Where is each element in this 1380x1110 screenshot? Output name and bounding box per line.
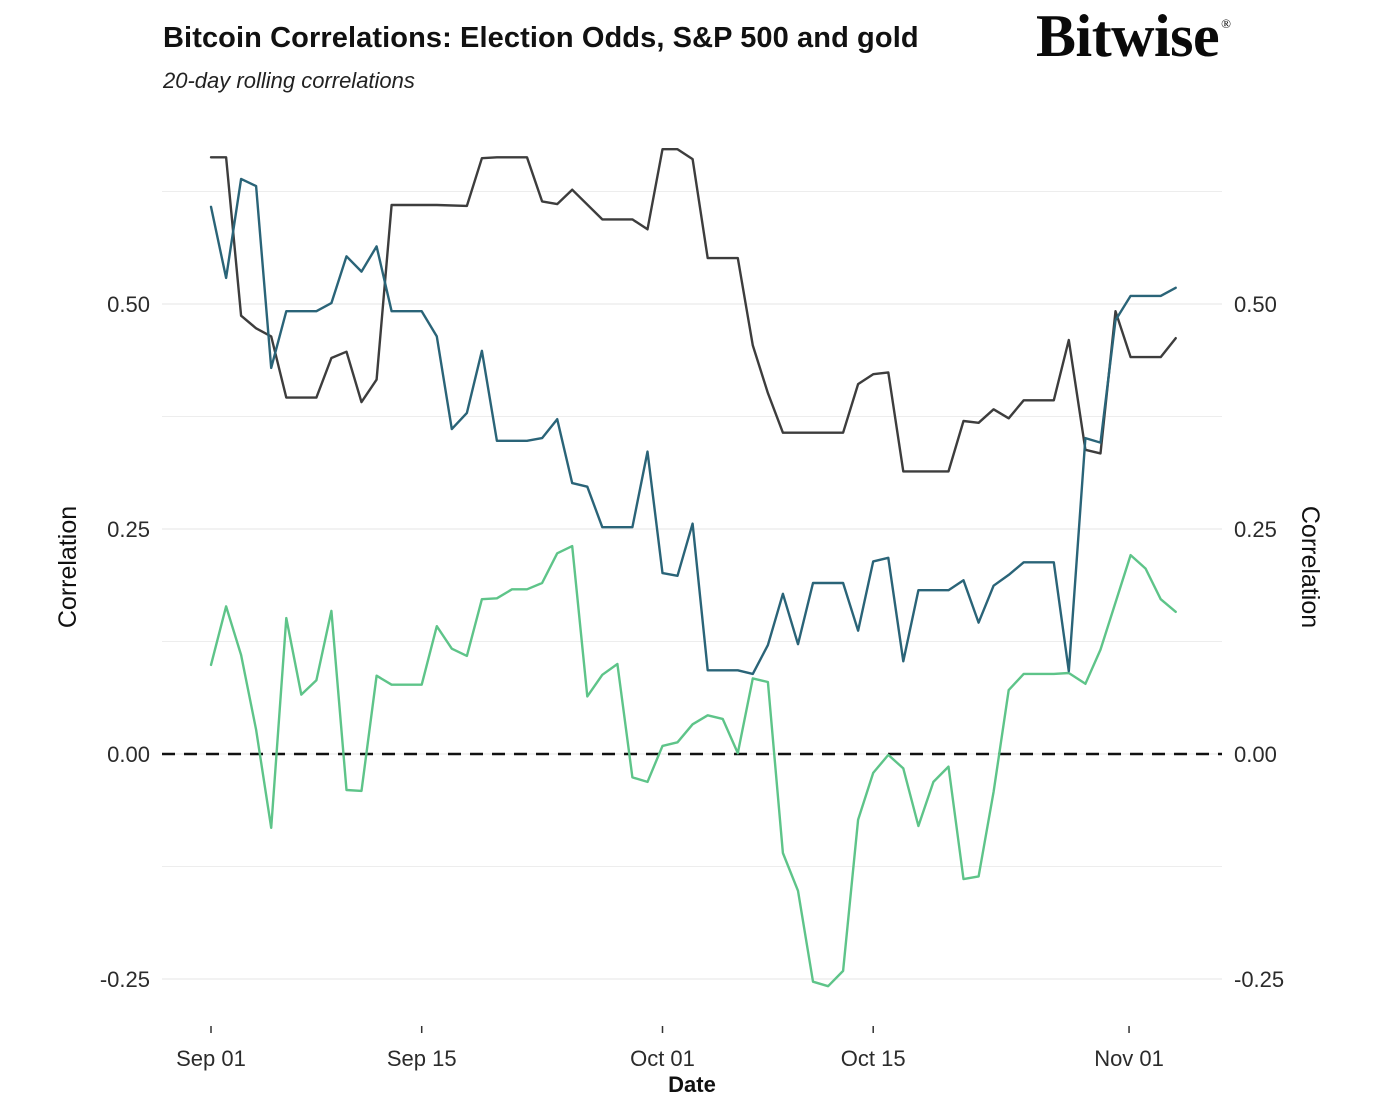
y-tick-label-left: -0.25 [100,967,150,992]
series-line-election-odds [209,147,1177,473]
x-tick-label: Sep 15 [387,1046,457,1071]
y-tick-label-left: 0.00 [107,742,150,767]
x-tick-label: Oct 15 [841,1046,906,1071]
y-axis-title-right: Correlation [1296,506,1324,628]
series-lines [209,147,1177,988]
x-tick-label: Oct 01 [630,1046,695,1071]
x-axis: Sep 01 Sep 15 Oct 01 Oct 15 Nov 01 [176,1026,1164,1071]
y-tick-label-right: 0.25 [1234,517,1277,542]
chart-title: Bitcoin Correlations: Election Odds, S&P… [163,22,919,54]
y-tick-label-right: 0.50 [1234,292,1277,317]
bitwise-logo: Bitwise ® [1036,2,1231,71]
logo-text: Bitwise [1036,3,1220,69]
y-tick-label-left: 0.50 [107,292,150,317]
series-line-s-p-500 [209,177,1177,676]
x-tick-label: Sep 01 [176,1046,246,1071]
y-tick-label-left: 0.25 [107,517,150,542]
x-axis-title: Date [668,1072,716,1097]
chart-subtitle: 20-day rolling correlations [163,68,415,93]
series-line-gold [209,544,1177,988]
y-axis-right: -0.25 0.00 0.25 0.50 [1234,292,1284,992]
y-axis-left: -0.25 0.00 0.25 0.50 [100,292,150,992]
y-tick-label-right: 0.00 [1234,742,1277,767]
y-tick-label-right: -0.25 [1234,967,1284,992]
x-tick-label: Nov 01 [1094,1046,1164,1071]
registered-mark: ® [1221,16,1231,31]
y-axis-title-left: Correlation [54,506,82,628]
